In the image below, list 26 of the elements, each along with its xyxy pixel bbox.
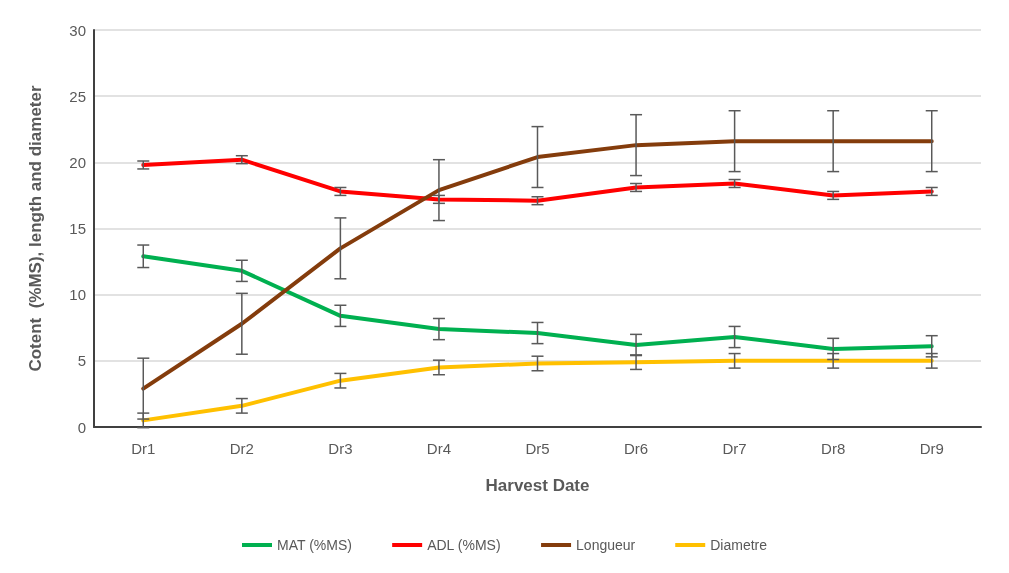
x-tick-label: Dr2 [229,440,254,457]
line-series [141,358,934,423]
y-tick-label: 20 [69,153,86,171]
y-tick-label: 5 [77,352,86,370]
x-tick-label: Dr9 [919,440,944,457]
y-axis-title: Cotent (%MS), length and diameter [26,85,45,372]
y-tick-label: 15 [69,220,86,237]
x-tick-label: Dr4 [426,440,452,457]
legend-label: Diametre [710,537,768,553]
y-tick-label: 0 [77,418,86,436]
x-tick-label: Dr8 [821,440,846,457]
x-tick-label: Dr3 [328,440,353,457]
line-series [141,254,934,351]
legend-label: ADL (%MS) [427,537,501,553]
y-tick-label: 25 [69,87,86,105]
x-axis-title: Harvest Date [485,476,590,495]
y-tick-label: 10 [69,286,86,304]
x-tick-label: Dr6 [623,440,649,457]
line-series [141,139,934,391]
x-tick-label: Dr5 [525,440,550,457]
legend-label: MAT (%MS) [276,537,352,553]
y-tick-label: 30 [69,21,86,39]
line-series [141,157,934,203]
x-tick-label: Dr7 [722,440,747,457]
x-tick-label: Dr1 [131,440,156,457]
legend-label: Longueur [576,537,636,553]
